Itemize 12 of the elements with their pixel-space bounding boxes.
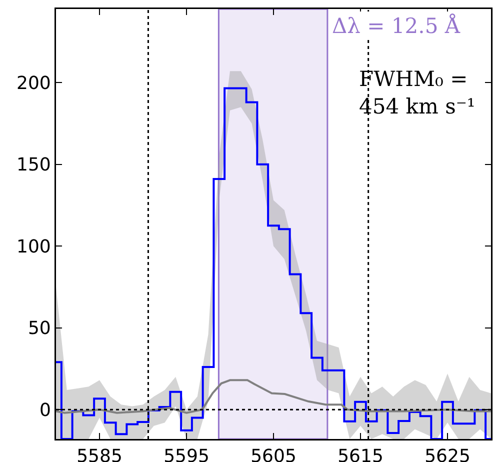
band-label: Δλ = 12.5 Å: [332, 13, 461, 38]
x-tick-label: 5595: [164, 446, 210, 462]
annotation: FWHM₀ = 454 km s⁻¹: [359, 67, 476, 118]
y-tick-label: 0: [39, 400, 51, 421]
y-tick-label: 200: [16, 72, 51, 94]
x-tick-label: 5585: [76, 446, 122, 462]
y-tick-label: 50: [28, 318, 51, 340]
y-tick-label: 100: [16, 236, 51, 258]
y-tick-label: 150: [16, 154, 51, 176]
x-tick-label: 5615: [338, 446, 384, 462]
x-tick-label: 5625: [424, 446, 470, 462]
x-tick-label: 5605: [250, 446, 296, 462]
